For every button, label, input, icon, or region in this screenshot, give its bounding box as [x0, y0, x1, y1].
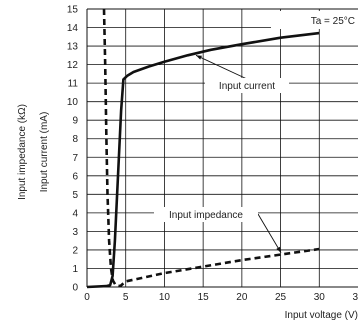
y-tick-label-13: 13 [67, 42, 79, 53]
y-tick-label-9: 9 [72, 116, 78, 127]
input-impedance-label: Input impedance [169, 210, 243, 221]
input-current-leader [196, 55, 247, 79]
y-tick-label-12: 12 [67, 60, 79, 71]
y-tick-label-15: 15 [67, 5, 79, 16]
y-tick-label-2: 2 [72, 245, 78, 256]
y-tick-label-14: 14 [67, 23, 79, 34]
y-axis-label-impedance: Input impedance (kΩ) [17, 104, 28, 200]
y-tick-label-7: 7 [72, 153, 78, 164]
x-axis-label: Input voltage (V) [285, 310, 358, 321]
y-axis-label-current: Input current (mA) [39, 112, 50, 193]
x-tick-label-10: 10 [159, 292, 171, 303]
y-tick-label-5: 5 [72, 190, 78, 201]
grid [87, 9, 358, 287]
y-tick-label-3: 3 [72, 227, 78, 238]
x-tick-label-0: 0 [84, 292, 90, 303]
x-tick-label-25: 25 [275, 292, 287, 303]
x-tick-label-20: 20 [236, 292, 248, 303]
temperature-annotation: Ta = 25°C [311, 16, 355, 27]
x-tick-label-15: 15 [198, 292, 210, 303]
x-tick-labels: 0 5 10 15 20 25 30 35 [84, 292, 358, 303]
x-tick-label-5: 5 [123, 292, 129, 303]
x-tick-label-35: 35 [352, 292, 358, 303]
y-tick-label-6: 6 [72, 171, 78, 182]
input-impedance-leader [258, 214, 281, 253]
y-tick-label-10: 10 [67, 97, 79, 108]
y-tick-label-11: 11 [68, 79, 79, 90]
x-tick-label-30: 30 [314, 292, 326, 303]
y-tick-label-4: 4 [72, 208, 78, 219]
y-tick-label-8: 8 [72, 134, 78, 145]
series-callouts: Input current Input impedance [154, 55, 289, 252]
y-tick-label-1: 1 [72, 264, 78, 275]
input-current-label: Input current [219, 81, 275, 92]
plot-frame [87, 9, 358, 287]
y-tick-label-0: 0 [72, 283, 78, 294]
input-current-arrowhead [196, 55, 202, 59]
